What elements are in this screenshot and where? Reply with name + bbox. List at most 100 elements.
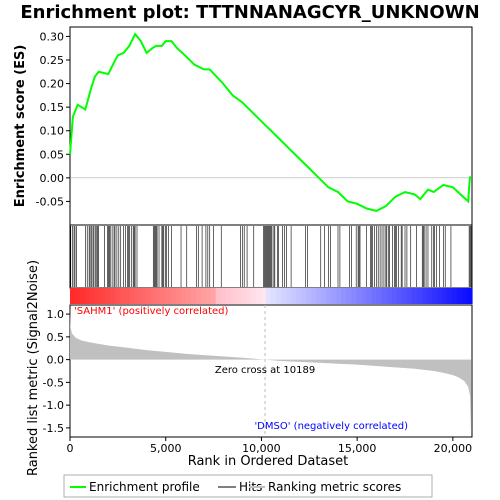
color-bar-segment <box>431 288 438 304</box>
chart-title: Enrichment plot: TTTNNANAGCYR_UNKNOWN <box>20 2 479 23</box>
hits-lines <box>70 226 472 287</box>
es-y-tick-label: 0.30 <box>40 30 65 43</box>
color-bar-segment <box>175 288 182 304</box>
color-bar-segment <box>291 288 297 304</box>
color-bar-segment <box>331 288 337 304</box>
color-bar-segment <box>225 288 232 304</box>
color-bar-segment <box>426 288 433 304</box>
color-bar-segment <box>200 288 207 304</box>
color-bar-segment <box>326 288 332 304</box>
color-bar-segment <box>286 288 292 304</box>
color-bar-segment <box>416 288 423 304</box>
color-bar-segment <box>406 288 413 304</box>
es-y-tick-label: -0.05 <box>36 195 64 208</box>
color-bar-segment <box>240 288 247 304</box>
color-bar-segment <box>391 288 398 304</box>
color-bar-segment <box>115 288 121 304</box>
color-bar-segment <box>441 288 448 304</box>
color-bar-segment <box>466 288 473 304</box>
es-y-tick-label: 0.20 <box>40 78 65 91</box>
color-bar-segment <box>451 288 458 304</box>
color-bar-segment <box>145 288 151 304</box>
color-bar-segment <box>351 288 358 304</box>
color-bar-segment <box>210 288 217 304</box>
metric-y-tick-label: 0.5 <box>47 331 65 344</box>
metric-x-axis-label: Rank in Ordered Dataset <box>188 454 349 469</box>
color-bar-segment <box>105 288 111 304</box>
zero-cross-label: Zero cross at 10189 <box>215 365 315 376</box>
color-bar-segment <box>436 288 443 304</box>
metric-panel: 1.0 0.5 0.0 -0.5 -1.0 -1.5 0 5,000 10,000 15,000… <box>26 260 473 476</box>
color-bar-segment <box>411 288 418 304</box>
color-bar-segment <box>361 288 368 304</box>
metric-y-tick-label: -0.5 <box>43 376 64 389</box>
color-bar-segment <box>401 288 408 304</box>
color-bar-segment <box>130 288 136 304</box>
color-bar-segment <box>356 288 363 304</box>
color-bar-segment <box>265 288 272 304</box>
legend: Enrichment profile Hits Ranking metric s… <box>63 474 433 498</box>
rank-color-bar <box>70 288 473 304</box>
color-bar-segment <box>311 288 317 304</box>
es-y-axis-label: Enrichment score (ES) <box>13 45 28 208</box>
color-bar-segment <box>336 288 342 304</box>
color-bar-segment <box>215 288 222 304</box>
color-bar-segment <box>456 288 463 304</box>
color-bar-segment <box>235 288 242 304</box>
metric-x-tick-label: 0 <box>67 442 74 455</box>
metric-panel-frame <box>69 304 473 438</box>
metric-y-tick-label: -1.5 <box>43 422 64 435</box>
color-bar-segment <box>276 288 282 304</box>
metric-x-tick-label: 5,000 <box>150 442 182 455</box>
color-bar-segment <box>80 288 86 304</box>
metric-y-axis: 1.0 0.5 0.0 -0.5 -1.0 -1.5 <box>43 308 70 435</box>
metric-y-tick-label: 0.0 <box>47 354 65 367</box>
color-bar-segment <box>421 288 428 304</box>
color-bar-segment <box>75 288 81 304</box>
hits-panel <box>69 224 473 289</box>
color-bar-segment <box>316 288 322 304</box>
color-bar-segment <box>155 288 162 304</box>
color-bar-segment <box>140 288 146 304</box>
es-y-axis: 0.30 0.25 0.20 0.15 0.10 0.05 0.00 -0.05 <box>36 30 70 208</box>
color-bar-segment <box>396 288 403 304</box>
color-bar-segment <box>250 288 257 304</box>
color-bar-segment <box>376 288 383 304</box>
color-bar-segment <box>160 288 167 304</box>
color-bar-segment <box>386 288 393 304</box>
es-y-tick-label: 0.10 <box>40 125 65 138</box>
positive-correlation-label: 'SAHM1' (positively correlated) <box>74 306 228 317</box>
color-bar-segment <box>100 288 106 304</box>
legend-frame <box>63 474 433 498</box>
enrichment-profile-line <box>69 32 472 212</box>
color-bar-segment <box>341 288 347 304</box>
color-bar-segment <box>255 288 262 304</box>
color-bar-segment <box>321 288 327 304</box>
color-bar-segment <box>461 288 468 304</box>
color-bar-segment <box>110 288 116 304</box>
color-bar-segment <box>85 288 91 304</box>
color-bar-segment <box>371 288 378 304</box>
color-bar-segment <box>260 288 267 304</box>
color-bar-segment <box>306 288 312 304</box>
metric-y-tick-label: 1.0 <box>47 308 65 321</box>
color-bar-segment <box>446 288 453 304</box>
metric-y-axis-label: Ranked list metric (Signal2Noise) <box>26 260 41 476</box>
negative-correlation-label: 'DMSO' (negatively correlated) <box>254 421 408 432</box>
metric-x-tick-label: 20,000 <box>434 442 473 455</box>
es-y-tick-label: 0.15 <box>40 101 65 114</box>
color-bar-segment <box>135 288 141 304</box>
metric-x-axis: 0 5,000 10,000 15,000 20,000 <box>67 437 473 455</box>
color-bar-segment <box>296 288 302 304</box>
color-bar-segment <box>190 288 197 304</box>
color-bar-segment <box>271 288 277 304</box>
color-bar-segment <box>346 288 352 304</box>
color-bar-segment <box>230 288 237 304</box>
color-bar-segment <box>245 288 252 304</box>
color-bar-segment <box>366 288 373 304</box>
color-bar-segment <box>165 288 172 304</box>
es-y-tick-label: 0.05 <box>40 148 65 161</box>
color-bar-segment <box>205 288 212 304</box>
color-bar-segment <box>301 288 307 304</box>
